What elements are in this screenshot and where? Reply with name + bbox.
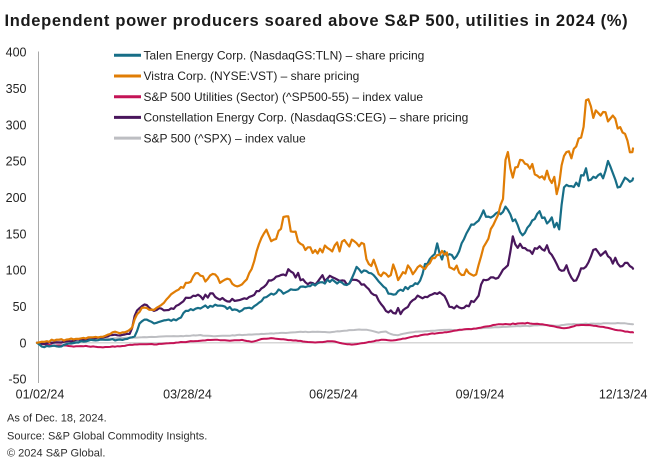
svg-text:Source: S&P Global Commodity I: Source: S&P Global Commodity Insights. — [7, 431, 207, 443]
svg-text:Independent power producers so: Independent power producers soared above… — [5, 12, 629, 30]
svg-text:300: 300 — [6, 118, 27, 132]
svg-text:S&P 500 (^SPX) – index value: S&P 500 (^SPX) – index value — [144, 131, 306, 145]
svg-text:100: 100 — [6, 264, 27, 278]
svg-text:0: 0 — [20, 336, 27, 350]
svg-text:200: 200 — [6, 191, 27, 205]
svg-text:S&P 500 Utilities (Sector) (^S: S&P 500 Utilities (Sector) (^SP500-55) –… — [144, 90, 424, 104]
svg-text:© 2024 S&P Global.: © 2024 S&P Global. — [7, 448, 105, 460]
svg-text:250: 250 — [6, 155, 27, 169]
svg-text:Constellation Energy Corp. (Na: Constellation Energy Corp. (NasdaqGS:CEG… — [144, 111, 469, 125]
svg-text:09/19/24: 09/19/24 — [456, 387, 505, 401]
svg-text:Vistra Corp. (NYSE:VST) – shar: Vistra Corp. (NYSE:VST) – share pricing — [144, 69, 360, 83]
svg-text:01/02/24: 01/02/24 — [16, 387, 65, 401]
svg-text:150: 150 — [6, 227, 27, 241]
svg-text:350: 350 — [6, 82, 27, 96]
svg-text:06/25/24: 06/25/24 — [309, 387, 358, 401]
svg-text:03/28/24: 03/28/24 — [163, 387, 212, 401]
svg-text:50: 50 — [13, 300, 27, 314]
svg-text:As of Dec. 18, 2024.: As of Dec. 18, 2024. — [7, 413, 107, 425]
svg-text:Talen Energy Corp. (NasdaqGS:T: Talen Energy Corp. (NasdaqGS:TLN) – shar… — [144, 49, 425, 63]
svg-text:400: 400 — [6, 46, 27, 60]
svg-text:-50: -50 — [8, 373, 26, 387]
svg-text:12/13/24: 12/13/24 — [599, 387, 648, 401]
